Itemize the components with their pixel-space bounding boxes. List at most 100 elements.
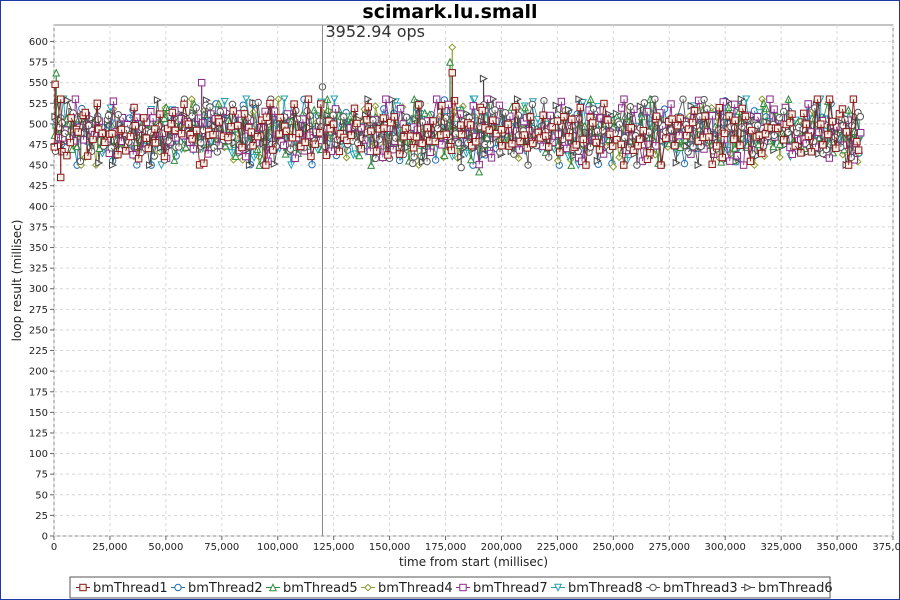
series-segment — [60, 99, 63, 152]
data-point — [147, 108, 155, 116]
legend-item-bmThread8: bmThread8 — [551, 581, 643, 596]
legend-box — [69, 576, 831, 599]
y-tick-label: 275 — [29, 305, 48, 316]
series-segment — [579, 107, 584, 140]
y-tick-label: 75 — [35, 470, 48, 481]
data-point — [234, 121, 242, 130]
legend-marker — [79, 583, 87, 592]
y-tick-label: 300 — [29, 284, 48, 295]
data-point-spike — [470, 95, 479, 104]
series-bmThread1 — [50, 69, 863, 182]
y-tick-label: 450 — [29, 161, 48, 172]
legend-label: bmThread8 — [568, 581, 643, 596]
series-segment — [694, 149, 699, 166]
data-point — [367, 127, 375, 135]
data-point — [168, 108, 177, 117]
series-segment — [660, 138, 667, 166]
series-segment — [74, 99, 80, 128]
series-segment — [828, 125, 835, 159]
series-segment — [234, 128, 237, 157]
data-point — [280, 95, 289, 104]
y-tick-label: 225 — [29, 346, 48, 357]
y-tick-label: 400 — [29, 202, 48, 213]
series-segment — [440, 105, 443, 136]
series-segment — [478, 126, 483, 165]
legend-item-bmThread2: bmThread2 — [171, 581, 263, 596]
y-tick-label: 350 — [29, 243, 48, 254]
x-tick-label: 50,000 — [148, 542, 183, 553]
data-point — [184, 120, 193, 128]
data-point — [290, 100, 298, 108]
data-point-spike — [448, 43, 457, 52]
series-segment — [472, 105, 477, 137]
series-segment — [848, 99, 854, 166]
data-point — [67, 114, 75, 122]
y-tick-label: 250 — [29, 325, 48, 336]
series-segment — [451, 100, 455, 151]
series-segment — [245, 129, 249, 157]
series-segment — [623, 127, 630, 166]
legend-marker — [364, 583, 372, 592]
series-segment — [643, 102, 650, 133]
series-segment — [657, 122, 663, 166]
legend-item-bmThread5: bmThread5 — [266, 581, 358, 596]
data-point-spike — [475, 167, 484, 176]
data-point — [450, 96, 459, 105]
x-tick-label: 75,000 — [204, 542, 239, 553]
series-segment — [444, 124, 450, 156]
y-tick-label: 575 — [29, 58, 48, 69]
series-segment — [383, 128, 389, 156]
x-tick-label: 100,000 — [257, 542, 298, 553]
legend-marker — [268, 583, 278, 592]
series-segment — [745, 116, 751, 162]
legend-marker — [459, 583, 467, 592]
data-point-spike — [479, 74, 488, 83]
data-point-spike — [57, 173, 65, 182]
x-tick-label: 150,000 — [369, 542, 410, 553]
annotation-label: 3952.94 ops — [325, 22, 425, 41]
series-segment — [728, 115, 735, 140]
series-segment — [835, 113, 840, 149]
data-point — [269, 146, 277, 154]
series-segment — [241, 113, 245, 148]
data-point — [171, 126, 179, 135]
data-point — [117, 125, 126, 134]
series-segment — [582, 139, 587, 166]
data-point — [466, 155, 475, 164]
series-segment — [846, 131, 850, 166]
series-segment — [531, 104, 537, 146]
series-segment — [181, 104, 185, 134]
series-segment — [134, 125, 140, 159]
series-segment — [293, 104, 300, 134]
data-point — [188, 112, 196, 120]
series-segment — [718, 107, 723, 158]
annotation: 3952.94 ops — [321, 22, 425, 536]
data-point-spike — [457, 163, 465, 172]
series-segment — [832, 121, 837, 149]
y-tick-label: 475 — [29, 140, 48, 151]
x-tick-label: 125,000 — [313, 542, 354, 553]
series-segment — [810, 99, 818, 152]
data-point — [717, 157, 726, 166]
y-axis-label: loop result (millisec) — [10, 220, 24, 342]
series-segment — [559, 116, 565, 153]
series-segment — [649, 118, 657, 153]
x-tick-label: 200,000 — [481, 542, 522, 553]
series-segment — [319, 104, 322, 133]
series-segment — [360, 119, 368, 149]
legend-label: bmThread5 — [283, 581, 358, 596]
x-tick-label: 175,000 — [425, 542, 466, 553]
y-tick-label: 100 — [29, 449, 48, 460]
data-point-spike — [609, 162, 618, 171]
series-segment — [222, 111, 228, 137]
x-tick-label: 375,000 — [872, 542, 900, 553]
series-segment — [630, 127, 634, 151]
series-segment — [852, 99, 858, 142]
series-segment — [80, 133, 82, 162]
data-points — [50, 43, 865, 182]
series-segment — [734, 120, 741, 146]
data-point — [409, 159, 417, 168]
series-segment — [682, 99, 687, 125]
series-segment — [526, 116, 531, 148]
